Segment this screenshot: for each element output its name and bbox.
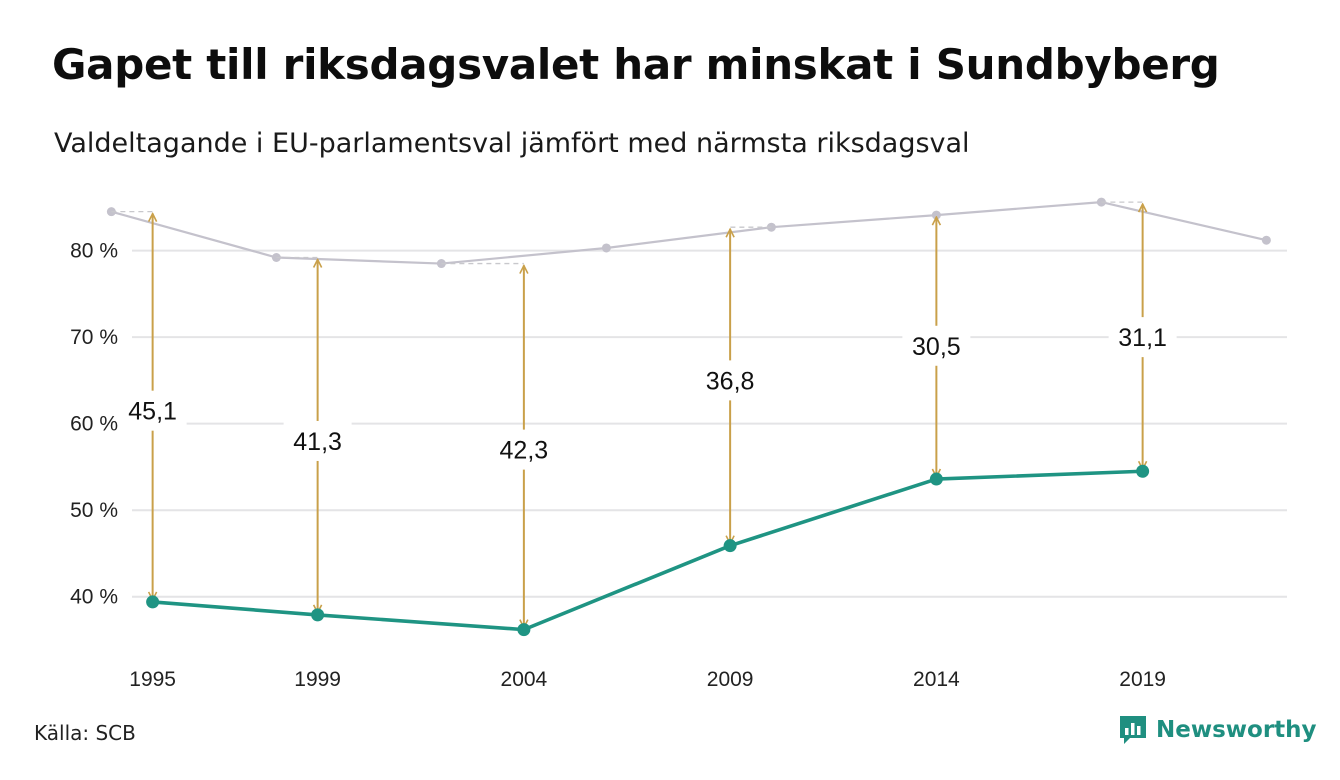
gap-label-bg — [489, 429, 558, 470]
eu-point — [1136, 464, 1150, 478]
eu-point — [146, 595, 160, 609]
chart-title: Gapet till riksdagsvalet har minskat i S… — [52, 40, 1220, 89]
riksdag-point — [601, 243, 611, 253]
x-tick-label: 2014 — [913, 668, 960, 691]
gap-label: 36,8 — [706, 367, 755, 395]
chart-subtitle: Valdeltagande i EU-parlamentsval jämfört… — [54, 128, 970, 159]
y-tick-label: 60 % — [70, 413, 118, 436]
eu-point — [311, 608, 325, 622]
eu-point — [723, 539, 737, 553]
eu-turnout-line — [152, 469, 1143, 632]
gap-label-bg — [1108, 317, 1177, 358]
gap-label-bg — [696, 360, 765, 401]
y-tick-label: 50 % — [70, 499, 118, 522]
brand-logo: Newsworthy — [1118, 714, 1317, 746]
gap-label-bg — [118, 390, 187, 431]
x-tick-label: 1995 — [129, 668, 176, 691]
eu-point — [517, 623, 531, 637]
gap-label: 30,5 — [912, 333, 961, 361]
x-tick-label: 2004 — [501, 668, 548, 691]
gap-label: 31,1 — [1118, 324, 1167, 352]
riksdag-point — [1261, 235, 1271, 245]
y-tick-label: 40 % — [70, 586, 118, 609]
y-tick-label: 80 % — [70, 240, 118, 263]
gap-label: 42,3 — [500, 437, 549, 465]
gap-label-bg — [902, 325, 971, 366]
y-tick-label: 70 % — [70, 326, 118, 349]
brand-name: Newsworthy — [1156, 717, 1317, 743]
gap-label: 41,3 — [293, 428, 342, 456]
x-tick-label: 2019 — [1119, 668, 1166, 691]
riksdag-turnout-line — [111, 201, 1267, 265]
x-tick-label: 2009 — [707, 668, 754, 691]
gap-label-bg — [283, 420, 352, 461]
source-note: Källa: SCB — [34, 721, 136, 745]
eu-point — [929, 472, 943, 486]
gap-label: 45,1 — [128, 398, 177, 426]
newsworthy-logo-icon — [1120, 716, 1146, 744]
x-tick-label: 1999 — [294, 668, 341, 691]
